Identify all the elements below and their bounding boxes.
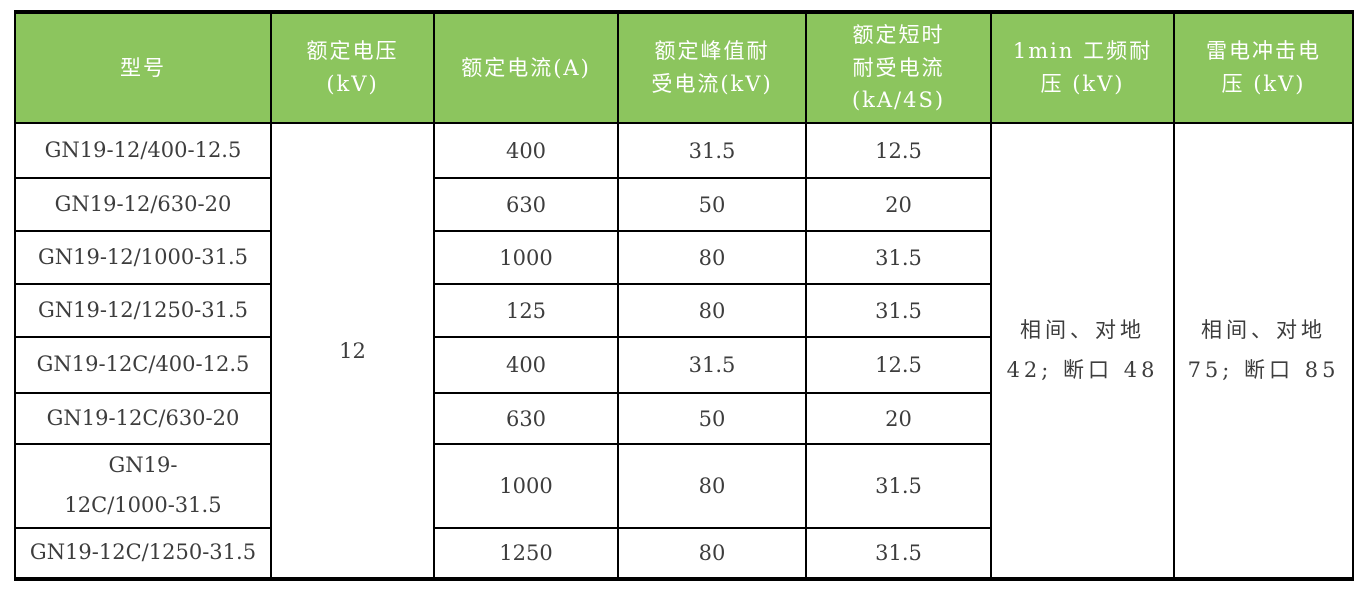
peak-withstand-cell: 50 (617, 177, 807, 232)
column-header-rated-current: 额定电流(A) (433, 11, 619, 124)
peak-withstand-cell: 80 (617, 230, 807, 285)
rated-current-cell: 400 (433, 122, 619, 179)
column-header-rated-voltage: 额定电压 (kV) (270, 11, 435, 124)
model-cell: GN19-12/1000-31.5 (14, 230, 272, 285)
model-cell: GN19-12/1250-31.5 (14, 283, 272, 338)
peak-withstand-cell: 31.5 (617, 336, 807, 394)
model-cell: GN19-12/630-20 (14, 177, 272, 232)
short-time-cell: 12.5 (805, 122, 992, 179)
model-cell: GN19-12C/400-12.5 (14, 336, 272, 394)
table-row: GN19-12C/1250-31.5 1250 80 31.5 (14, 527, 1353, 580)
lightning-impulse-cell: 相间、对地 75; 断口 85 (1173, 122, 1354, 580)
table-row: GN19-12/1250-31.5 125 80 31.5 (14, 283, 1353, 338)
peak-withstand-cell: 50 (617, 392, 807, 445)
short-time-cell: 12.5 (805, 336, 992, 394)
short-time-cell: 31.5 (805, 230, 992, 285)
short-time-cell: 31.5 (805, 443, 992, 529)
column-header-power-frequency: 1min 工频耐 压 (kV) (990, 11, 1175, 124)
table-row: GN19-12/1000-31.5 1000 80 31.5 (14, 230, 1353, 285)
rated-voltage-cell: 12 (270, 122, 435, 580)
power-frequency-cell: 相间、对地 42; 断口 48 (990, 122, 1175, 580)
column-header-peak-withstand: 额定峰值耐 受电流(kV) (617, 11, 807, 124)
spec-table: 型号 额定电压 (kV) 额定电流(A) 额定峰值耐 受电流(kV) 额定短时 … (14, 10, 1354, 581)
column-header-lightning: 雷电冲击电 压 (kV) (1173, 11, 1354, 124)
rated-current-cell: 1000 (433, 230, 619, 285)
peak-withstand-cell: 80 (617, 283, 807, 338)
model-cell: GN19-12C/1250-31.5 (14, 527, 272, 580)
rated-current-cell: 630 (433, 392, 619, 445)
short-time-cell: 20 (805, 177, 992, 232)
rated-current-cell: 630 (433, 177, 619, 232)
short-time-cell: 31.5 (805, 527, 992, 580)
column-header-short-time: 额定短时 耐受电流 (kA/4S) (805, 11, 992, 124)
table-row: GN19-12C/630-20 630 50 20 (14, 392, 1353, 445)
rated-current-cell: 1000 (433, 443, 619, 529)
short-time-cell: 20 (805, 392, 992, 445)
rated-current-cell: 125 (433, 283, 619, 338)
table-row: GN19-12C/400-12.5 400 31.5 12.5 (14, 336, 1353, 394)
peak-withstand-cell: 80 (617, 443, 807, 529)
model-cell: GN19-12/400-12.5 (14, 122, 272, 179)
short-time-cell: 31.5 (805, 283, 992, 338)
column-header-model: 型号 (14, 11, 272, 124)
header-row: 型号 额定电压 (kV) 额定电流(A) 额定峰值耐 受电流(kV) 额定短时 … (14, 11, 1354, 124)
peak-withstand-cell: 31.5 (617, 122, 807, 179)
rated-current-cell: 400 (433, 336, 619, 394)
model-cell: GN19- 12C/1000-31.5 (14, 443, 272, 529)
model-cell: GN19-12C/630-20 (14, 392, 272, 445)
peak-withstand-cell: 80 (617, 527, 807, 580)
table-row: GN19- 12C/1000-31.5 1000 80 31.5 (14, 443, 1353, 529)
table-row: GN19-12/400-12.5 12 400 31.5 12.5 相间、对地 … (14, 122, 1354, 580)
table-row: GN19-12/630-20 630 50 20 (14, 177, 1353, 232)
rated-current-cell: 1250 (433, 527, 619, 580)
spec-table-container: 型号 额定电压 (kV) 额定电流(A) 额定峰值耐 受电流(kV) 额定短时 … (14, 10, 1354, 581)
